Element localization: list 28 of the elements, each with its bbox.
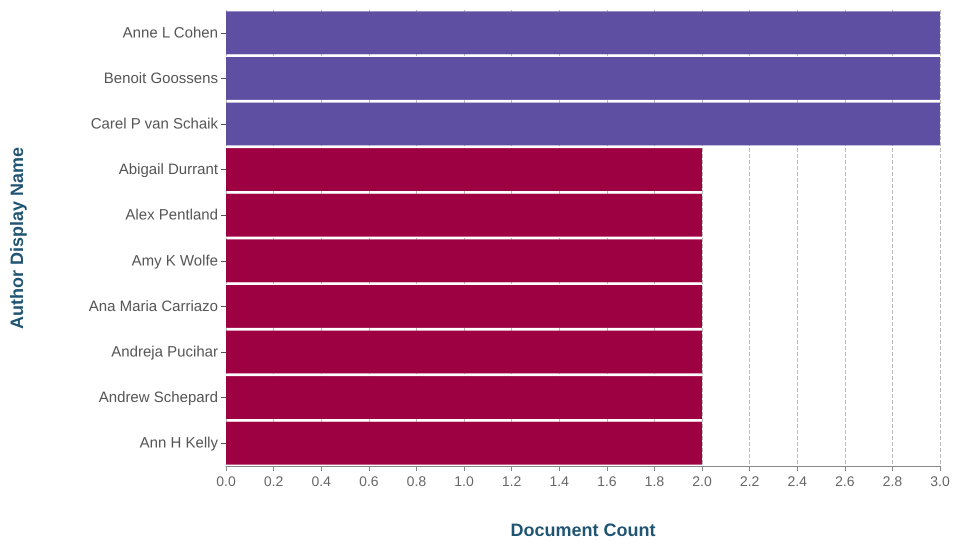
x-tick-label: 1.8 xyxy=(644,473,664,489)
x-axis-title: Document Count xyxy=(510,520,656,540)
x-tick-label: 0.8 xyxy=(406,473,426,489)
y-tick-label: Alex Pentland xyxy=(125,206,218,224)
x-tick-label: 1.4 xyxy=(549,473,570,489)
y-tick-label: Ann H Kelly xyxy=(140,434,218,452)
x-tick-label: 2.8 xyxy=(882,473,902,489)
y-tick-label: Carel P van Schaik xyxy=(90,116,218,132)
x-tick-label: 0.4 xyxy=(311,473,332,489)
x-tick-label: 2.6 xyxy=(835,473,855,489)
y-tick-label: Anne L Cohen xyxy=(122,24,218,42)
x-tick-label: 3.0 xyxy=(930,473,950,489)
x-tick-label: 0.2 xyxy=(264,473,284,489)
x-tick-label: 1.2 xyxy=(502,473,522,489)
x-tick-label: 2.0 xyxy=(692,473,712,489)
x-tick-label: 0.6 xyxy=(359,473,379,489)
x-tick-label: 1.6 xyxy=(597,473,617,489)
y-tick-label: Andreja Pucihar xyxy=(111,344,218,360)
x-tick-label: 2.2 xyxy=(740,473,760,489)
x-tick-label: 2.4 xyxy=(787,473,808,489)
y-tick-label: Benoit Goossens xyxy=(104,70,218,87)
x-tick-label: 1.0 xyxy=(454,473,474,489)
y-tick-label: Ana Maria Carriazo xyxy=(88,298,218,315)
y-axis-title: Author Display Name xyxy=(7,146,27,330)
y-tick-label: Andrew Schepard xyxy=(98,389,218,406)
x-tick-label: 0.0 xyxy=(216,473,236,489)
y-tick-label: Amy K Wolfe xyxy=(132,252,218,270)
y-tick-label: Abigail Durrant xyxy=(118,161,219,178)
